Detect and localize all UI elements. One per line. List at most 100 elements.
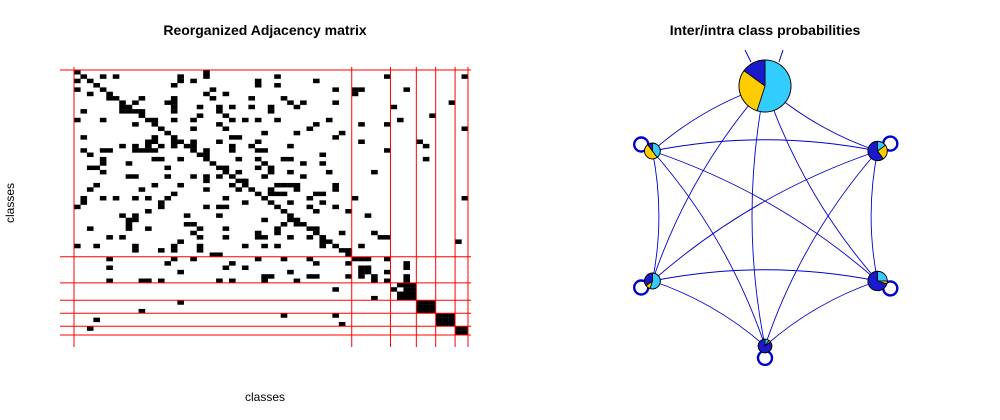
matrix-cell: [319, 239, 327, 244]
matrix-cell: [254, 256, 262, 262]
matrix-cell: [442, 317, 449, 323]
matrix-cell: [125, 104, 133, 110]
matrix-cell: [164, 100, 172, 105]
class-node: [867, 140, 888, 162]
matrix-cell: [86, 226, 94, 231]
matrix-cell: [170, 135, 178, 140]
matrix-cell: [455, 326, 462, 331]
matrix-cell: [396, 295, 404, 301]
matrix-cell: [125, 226, 133, 231]
matrix-cell: [345, 274, 352, 279]
matrix-cell: [287, 182, 294, 188]
matrix-cell: [93, 83, 100, 88]
matrix-cell: [332, 313, 339, 318]
matrix-cell: [177, 139, 184, 144]
matrix-cell: [196, 104, 204, 110]
matrix-cell: [254, 230, 262, 236]
matrix-cell: [274, 83, 281, 88]
matrix-cell: [287, 269, 294, 275]
matrix-cell: [351, 256, 359, 262]
matrix-cell: [190, 174, 197, 179]
matrix-cell: [93, 182, 100, 188]
matrix-cell: [80, 109, 88, 114]
matrix-cell: [351, 195, 359, 201]
self-loop: [778, 49, 784, 63]
matrix-cell: [280, 156, 288, 162]
matrix-cell: [358, 274, 365, 279]
matrix-cell: [138, 109, 146, 114]
matrix-cell: [319, 191, 327, 197]
matrix-cell: [422, 304, 430, 310]
matrix-cell: [216, 252, 223, 257]
matrix-title: Reorganized Adjacency matrix: [163, 22, 367, 38]
matrix-cell: [390, 287, 398, 292]
matrix-cell: [319, 161, 327, 166]
matrix-cell: [338, 230, 346, 236]
self-loop: [744, 49, 752, 63]
matrix-cell: [396, 117, 404, 123]
matrix-cell: [325, 117, 333, 123]
matrix-cell: [157, 156, 165, 162]
matrix-cell: [384, 122, 391, 127]
matrix-cell: [216, 104, 223, 110]
matrix-cell: [132, 109, 139, 114]
matrix-cell: [403, 295, 411, 301]
matrix-cell: [164, 174, 172, 179]
matrix-cell: [422, 308, 430, 314]
matrix-cell: [229, 143, 236, 149]
matrix-cell: [312, 209, 320, 214]
matrix-cell: [229, 104, 236, 110]
matrix-cell: [203, 156, 210, 162]
matrix-cell: [429, 300, 436, 305]
matrix-cell: [358, 122, 365, 127]
matrix-cell: [358, 269, 365, 275]
matrix-cell: [209, 252, 217, 257]
graph-edges: [651, 85, 879, 347]
matrix-cell: [138, 96, 146, 101]
matrix-cell: [125, 222, 133, 227]
matrix-cell: [312, 274, 320, 279]
matrix-cell: [170, 256, 178, 262]
matrix-cell: [358, 265, 365, 270]
matrix-cell: [306, 204, 314, 210]
matrix-cell: [377, 235, 385, 240]
matrix-cell: [261, 195, 268, 201]
matrix-cell: [86, 326, 94, 331]
matrix-cell: [448, 321, 456, 327]
matrix-cell: [345, 248, 352, 253]
matrix-cell: [403, 291, 411, 297]
matrix-cell: [332, 187, 339, 192]
matrix-cell: [125, 109, 133, 114]
matrix-cell: [422, 300, 430, 305]
matrix-cell: [183, 222, 191, 227]
matrix-cell: [442, 321, 449, 327]
graph-edge: [764, 85, 878, 282]
matrix-cell: [306, 256, 314, 262]
matrix-cell: [209, 96, 217, 101]
matrix-cell: [293, 278, 301, 284]
matrix-cell: [138, 187, 146, 192]
matrix-cell: [74, 204, 81, 210]
matrix-cell: [119, 213, 126, 218]
graph-edge: [652, 150, 878, 282]
matrix-cell: [261, 130, 268, 136]
matrix-cell: [209, 161, 217, 166]
matrix-cell: [274, 204, 281, 210]
matrix-cell: [293, 222, 301, 227]
matrix-cell: [267, 165, 275, 171]
matrix-cell: [112, 96, 120, 101]
matrix-cell: [203, 204, 210, 210]
matrix-cell: [384, 148, 391, 153]
matrix-ylabel: classes: [3, 183, 17, 223]
matrix-cell: [293, 217, 301, 223]
node-outline: [738, 59, 792, 113]
matrix-cell: [274, 243, 281, 249]
matrix-cell: [132, 217, 139, 223]
matrix-cell: [145, 278, 152, 284]
matrix-cell: [106, 256, 113, 262]
matrix-cell: [287, 235, 294, 240]
matrix-cell: [157, 248, 165, 253]
matrix-cell: [429, 308, 436, 314]
matrix-cell: [274, 117, 281, 123]
matrix-cell: [183, 143, 191, 149]
